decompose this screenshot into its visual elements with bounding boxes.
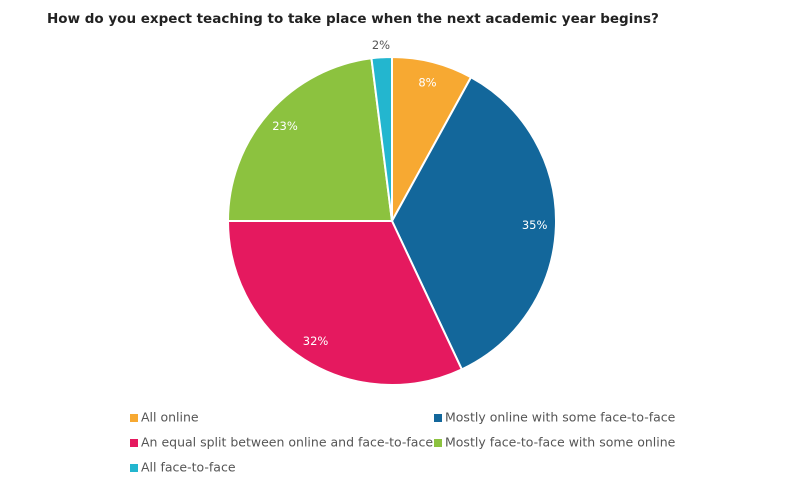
legend-swatch	[434, 414, 442, 422]
pie-slice	[226, 57, 394, 222]
data-label: 8%	[418, 75, 436, 89]
legend-label: All face-to-face	[141, 460, 236, 475]
legend-label: An equal split between online and face-t…	[141, 435, 433, 450]
data-label: 35%	[522, 218, 548, 232]
legend-label: Mostly face-to-face with some online	[445, 435, 676, 450]
legend-swatch	[130, 439, 138, 447]
pie-slice	[226, 220, 464, 386]
chart-title: How do you expect teaching to take place…	[47, 11, 659, 27]
legend-label: All online	[141, 410, 199, 425]
legend-swatch	[434, 439, 442, 447]
pie-slice	[370, 55, 393, 222]
data-label: 23%	[272, 119, 298, 133]
data-label: 32%	[303, 334, 329, 348]
legend-swatch	[130, 414, 138, 422]
legend-swatch	[130, 464, 138, 472]
pie-slice	[390, 75, 557, 371]
data-label: 2%	[372, 38, 390, 52]
legend-label: Mostly online with some face-to-face	[445, 410, 676, 425]
